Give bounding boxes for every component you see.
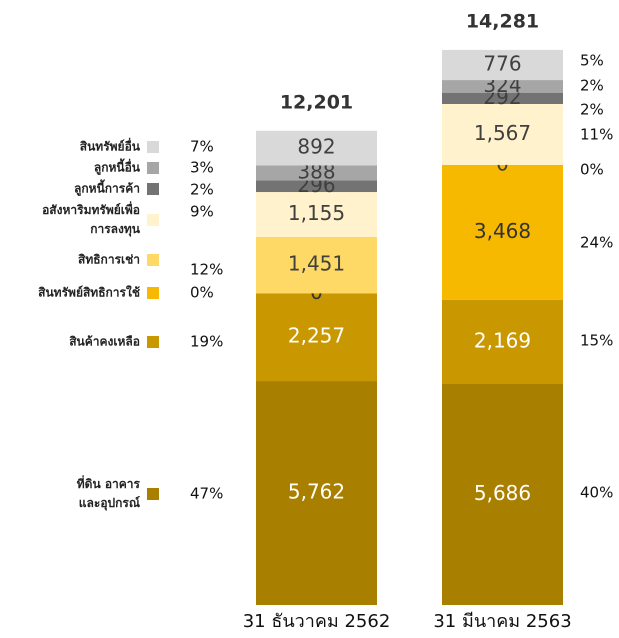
legend-label: สินทรัพย์สิทธิการใช้ <box>38 285 140 300</box>
bar-segment <box>256 381 377 605</box>
total-label: 14,281 <box>466 10 539 32</box>
value-label: 5,762 <box>288 480 345 504</box>
percent-label: 11% <box>580 126 613 144</box>
bar-segment <box>442 80 563 93</box>
percent-label: 0% <box>190 284 214 302</box>
value-label: 5,686 <box>474 481 531 505</box>
bar-segment <box>442 299 563 385</box>
value-label: 2,257 <box>288 324 345 348</box>
percent-label: 2% <box>580 101 604 119</box>
legend-swatch <box>147 162 159 174</box>
x-tick-label: 31 ธันวาคม 2562 <box>243 611 391 632</box>
legend-label: สินค้าคงเหลือ <box>69 334 140 349</box>
legend-label: อสังหาริมทรัพย์เพื่อ การลงทุน <box>42 203 140 236</box>
legend-swatch <box>147 336 159 348</box>
value-label: 1,567 <box>474 121 531 145</box>
value-label: 776 <box>483 51 521 75</box>
bar-segment <box>256 293 377 382</box>
bar-segment <box>442 49 563 81</box>
legend-label: ลูกหนี้อื่น <box>93 160 140 175</box>
value-label: 1,451 <box>288 252 345 276</box>
legend-swatch <box>147 254 159 266</box>
bar-segment <box>442 164 563 300</box>
legend-label: สินทรัพย์อื่น <box>79 139 140 154</box>
bar-segment <box>256 130 377 166</box>
legend-swatch <box>147 214 159 226</box>
value-label: 1,155 <box>288 201 345 225</box>
percent-label: 40% <box>580 484 613 502</box>
percent-label: 12% <box>190 261 223 279</box>
legend-label: สิทธิการเช่า <box>78 252 140 267</box>
percent-label: 24% <box>580 234 613 252</box>
percent-label: 2% <box>190 181 214 199</box>
percent-label: 19% <box>190 333 223 351</box>
x-tick-label: 31 มีนาคม 2563 <box>433 611 571 632</box>
value-label: 3,468 <box>474 219 531 243</box>
legend-swatch <box>147 141 159 153</box>
percent-label: 0% <box>580 161 604 179</box>
value-label: 2,169 <box>474 328 531 352</box>
bar-segment <box>256 236 377 294</box>
bar-segment <box>256 180 377 193</box>
legend-swatch <box>147 488 159 500</box>
total-label: 12,201 <box>280 91 353 113</box>
percent-label: 2% <box>580 77 604 95</box>
legend-label: ที่ดิน อาคาร และอุปกรณ์ <box>76 477 140 510</box>
percent-label: 9% <box>190 203 214 221</box>
legend-label: ลูกหนี้การค้า <box>74 181 140 196</box>
bar-segment <box>442 92 563 105</box>
bar-segment <box>256 165 377 181</box>
percent-label: 5% <box>580 52 604 70</box>
value-label: 892 <box>297 135 335 159</box>
percent-label: 47% <box>190 485 223 503</box>
legend-swatch <box>147 287 159 299</box>
percent-label: 7% <box>190 138 214 156</box>
bar-segment <box>442 104 563 165</box>
legend-swatch <box>147 183 159 195</box>
percent-label: 3% <box>190 159 214 177</box>
bar-segment <box>442 384 563 605</box>
percent-label: 15% <box>580 332 613 350</box>
bar-segment <box>256 192 377 237</box>
